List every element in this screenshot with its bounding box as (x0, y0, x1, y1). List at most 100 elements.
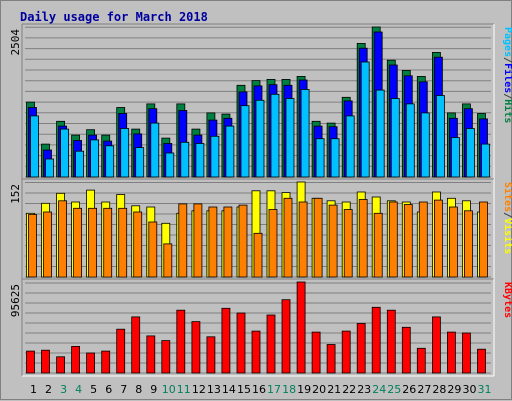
bar-kbytes-day-24 (371, 306, 381, 374)
bar-kbytes-day-9 (146, 335, 156, 374)
bar-kbytes-day-19 (296, 281, 306, 374)
bar-pages-day-3 (60, 128, 69, 178)
bar-pages-day-2 (45, 158, 54, 178)
bar-kbytes-day-31 (477, 348, 486, 374)
bar-sites-day-5 (88, 207, 97, 278)
bar-kbytes-day-8 (131, 316, 141, 374)
bar-kbytes-day-22 (341, 330, 351, 374)
x-tick-label-day-18: 18 (282, 383, 296, 396)
x-tick-label-day-10: 10 (162, 383, 176, 396)
bar-kbytes-day-23 (356, 323, 366, 374)
bar-kbytes-day-10 (161, 340, 171, 374)
x-tick-label-day-28: 28 (432, 383, 446, 396)
chart-title: Daily usage for March 2018 (20, 10, 208, 24)
legend-entry: Hits (502, 99, 512, 123)
panel-visits-bars (26, 181, 488, 278)
bar-sites-day-3 (58, 200, 67, 278)
x-tick-label-day-14: 14 (222, 383, 236, 396)
bar-sites-day-13 (208, 206, 218, 278)
bar-pages-day-31 (481, 143, 490, 178)
bar-kbytes-day-26 (401, 326, 411, 374)
bar-sites-day-7 (118, 207, 128, 278)
bar-kbytes-day-30 (461, 332, 471, 374)
bar-kbytes-day-29 (446, 331, 456, 374)
bar-pages-day-23 (360, 61, 370, 178)
bar-sites-day-22 (343, 209, 353, 278)
bar-pages-day-16 (255, 99, 265, 178)
bar-sites-day-8 (133, 211, 143, 278)
bar-pages-day-19 (300, 89, 310, 178)
bar-kbytes-day-25 (386, 309, 396, 374)
x-tick-label-day-23: 23 (357, 383, 371, 396)
x-axis-day-labels: 1 2 3 4 5 6 7 8 9 10 11 12 13 14 15 16 17 18 19 20 21 22 23 24 2… (30, 383, 492, 396)
bar-kbytes-day-12 (191, 321, 201, 374)
bar-sites-day-29 (448, 206, 458, 278)
legend-entry: Visits (502, 218, 512, 254)
bar-sites-day-14 (223, 206, 233, 278)
bar-sites-day-25 (388, 201, 398, 278)
bar-sites-day-9 (148, 221, 158, 278)
bar-kbytes-day-2 (41, 349, 50, 374)
panel-kbytes-legend: KBytes (502, 282, 512, 318)
bar-pages-day-14 (225, 125, 235, 178)
bar-pages-day-12 (195, 143, 205, 178)
x-tick-label-day-26: 26 (402, 383, 416, 396)
x-tick-label-day-16: 16 (252, 383, 266, 396)
bar-pages-day-26 (405, 103, 415, 178)
panel-visits: 152 Sites/Visits (9, 178, 512, 281)
bar-kbytes-day-1 (26, 350, 35, 374)
bar-pages-day-10 (165, 152, 175, 178)
x-tick-label-day-8: 8 (135, 383, 142, 396)
bar-pages-day-28 (435, 95, 445, 178)
panel-requests: 2504 Pages/Files/Hits (9, 23, 512, 181)
legend-entry: / (502, 57, 512, 63)
legend-entry: Sites (502, 182, 512, 212)
x-tick-label-day-19: 19 (297, 383, 311, 396)
bar-sites-day-4 (73, 207, 82, 278)
bar-sites-day-2 (43, 211, 52, 278)
bar-kbytes-day-21 (326, 344, 336, 374)
bar-sites-day-16 (253, 232, 263, 278)
bar-sites-day-1 (28, 214, 37, 278)
series-kbytes (26, 281, 486, 374)
bar-sites-day-11 (178, 203, 188, 278)
bar-sites-day-12 (193, 203, 203, 278)
x-tick-label-day-29: 29 (447, 383, 461, 396)
bar-pages-day-5 (90, 139, 99, 178)
series-pages (30, 61, 490, 178)
bar-sites-day-20 (313, 197, 323, 278)
bar-sites-day-19 (298, 201, 308, 278)
bar-pages-day-13 (210, 135, 220, 178)
bar-kbytes-day-16 (251, 330, 261, 374)
bar-sites-day-23 (358, 199, 368, 278)
x-tick-label-day-7: 7 (120, 383, 127, 396)
bar-pages-day-8 (135, 147, 145, 178)
x-tick-label-day-30: 30 (463, 383, 477, 396)
bar-pages-day-18 (285, 98, 295, 178)
x-tick-label-day-9: 9 (150, 383, 157, 396)
x-tick-label-day-2: 2 (45, 383, 52, 396)
legend-entry: Files (502, 63, 512, 93)
bar-sites-day-18 (283, 197, 293, 278)
bar-kbytes-day-7 (116, 328, 126, 374)
x-tick-label-day-27: 27 (417, 383, 431, 396)
bar-kbytes-day-15 (236, 312, 246, 374)
panel-requests-bars (26, 26, 490, 178)
bar-kbytes-day-3 (56, 356, 65, 374)
bar-pages-day-29 (450, 137, 460, 178)
bar-pages-day-9 (150, 122, 160, 178)
bar-sites-day-6 (103, 207, 113, 278)
bar-kbytes-day-20 (311, 331, 321, 374)
x-tick-label-day-21: 21 (327, 383, 341, 396)
bar-pages-day-27 (420, 112, 430, 178)
panel-kbytes-bars (26, 281, 486, 374)
bar-sites-day-28 (433, 199, 443, 278)
panel-requests-max-label: 2504 (9, 29, 22, 56)
x-tick-label-day-25: 25 (387, 383, 401, 396)
bar-kbytes-day-13 (206, 336, 216, 374)
x-tick-label-day-12: 12 (192, 383, 206, 396)
x-tick-label-day-1: 1 (30, 383, 37, 396)
bar-sites-day-10 (163, 243, 173, 278)
